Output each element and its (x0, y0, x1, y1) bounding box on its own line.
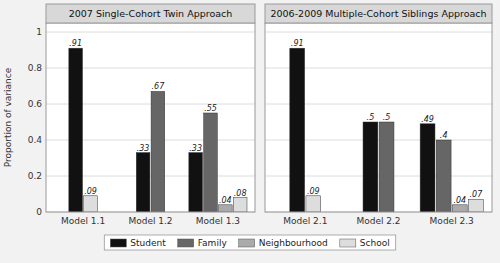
bars (69, 48, 247, 212)
data-label: .5 (367, 113, 375, 122)
data-label: .04 (219, 196, 232, 205)
bar (189, 153, 203, 212)
data-label: .08 (234, 189, 247, 198)
y-tick-label: 0 (36, 207, 42, 217)
data-label: .09 (84, 187, 97, 196)
bar (136, 153, 150, 212)
bar (151, 91, 165, 212)
bars (290, 48, 483, 212)
bar (290, 48, 305, 212)
data-labels: .91 .09 .5 .5 .49 .4 .04 .07 (291, 39, 483, 205)
x-tick-label: Model 1.2 (128, 216, 172, 226)
data-label: .33 (137, 144, 150, 153)
x-tick-label: Model 2.1 (283, 216, 327, 226)
data-label: .49 (421, 115, 434, 124)
legend-frame (104, 235, 395, 250)
data-label: .33 (189, 144, 202, 153)
y-tick-label: 0.6 (28, 99, 43, 109)
legend-item: School (340, 238, 390, 248)
bar (436, 140, 451, 212)
plot-area (265, 23, 492, 212)
legend-label: Student (130, 238, 166, 248)
plot-frame (46, 23, 255, 212)
y-axis-label: Proportion of variance (3, 67, 13, 167)
bar (452, 205, 467, 212)
legend-swatch (110, 239, 126, 247)
y-tick-label: 0.2 (28, 171, 42, 181)
legend-label: Family (198, 238, 228, 248)
y-tick-label: 1 (36, 27, 42, 37)
panel: 0 0.2 0.4 0.6 0.8 1 .91 .09 .33 .67 .33 .55 .04.08 Mo… (3, 4, 255, 226)
data-label: .5 (383, 113, 391, 122)
legend-swatch (340, 239, 356, 247)
data-label: .91 (69, 39, 82, 48)
data-label: .09 (307, 187, 320, 196)
data-label: .91 (291, 39, 304, 48)
legend-label: Neighbourhood (259, 238, 328, 248)
legend-item: Neighbourhood (239, 238, 328, 248)
bar (420, 124, 435, 212)
bar (84, 196, 98, 212)
bar (363, 122, 378, 212)
data-label: .04 (453, 196, 466, 205)
grid-line (265, 32, 492, 33)
legend-swatch (178, 239, 194, 247)
y-tick-label: 0.4 (28, 135, 43, 145)
legend-swatch (239, 239, 255, 247)
grid-line (46, 32, 255, 33)
bar (69, 48, 83, 212)
bar (306, 196, 321, 212)
legend: Student Family Neighbourhood School (104, 235, 395, 250)
x-tick-label: Model 2.2 (356, 216, 400, 226)
legend-label: School (360, 238, 390, 248)
chart-title: 2007 Single-Cohort Twin Approach (69, 8, 233, 19)
bar (379, 122, 394, 212)
bar (204, 113, 218, 212)
data-label: .67 (152, 82, 166, 91)
plot-area (46, 23, 255, 212)
panel: .91 .09 .5 .5 .49 .4 .04 .07 Model 2.1 Model 2.2 M… (265, 4, 492, 226)
bar (233, 198, 247, 212)
x-tick-label: Model 1.3 (196, 216, 240, 226)
data-label: .4 (440, 131, 448, 140)
data-label: .07 (470, 190, 484, 199)
chart-canvas: 00.20.40.60.81.91.09.33.67.33.55.04.08Mo… (0, 0, 500, 263)
plot-frame (265, 23, 492, 212)
chart-title: 2006-2009 Multiple-Cohort Siblings Appro… (270, 8, 486, 19)
title-banner (265, 4, 492, 23)
y-tick-label: 0.8 (28, 63, 43, 73)
legend-item: Student (110, 238, 166, 248)
data-labels: .91 .09 .33 .67 .33 .55 .04.08 (69, 39, 246, 205)
x-tick-label: Model 2.3 (430, 216, 474, 226)
title-banner (46, 4, 255, 23)
bar (219, 205, 233, 212)
bar (468, 199, 483, 212)
data-label: .55 (204, 104, 217, 113)
legend-item: Family (178, 238, 228, 248)
x-tick-label: Model 1.1 (61, 216, 105, 226)
